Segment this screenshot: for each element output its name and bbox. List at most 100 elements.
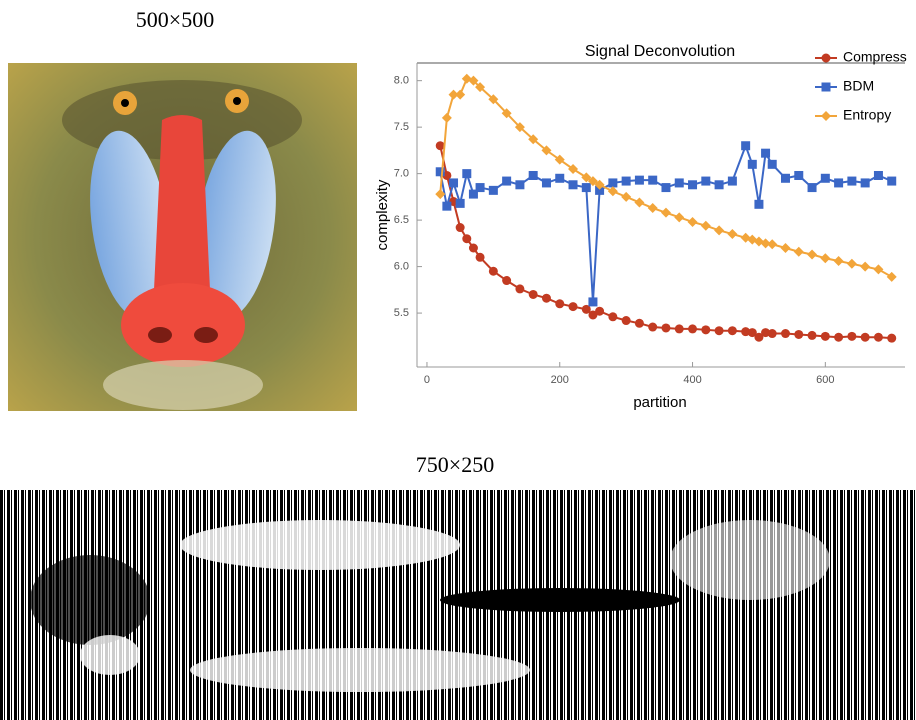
point — [873, 170, 883, 180]
legend-label: Compress — [843, 49, 907, 65]
y-tick-label: 7.5 — [394, 121, 409, 133]
point — [568, 180, 578, 190]
point — [621, 191, 632, 202]
point — [541, 178, 551, 188]
point — [807, 249, 818, 260]
chart-title: Signal Deconvolution — [585, 43, 735, 60]
point — [727, 326, 737, 336]
point — [648, 322, 658, 332]
point — [741, 327, 751, 337]
binary-image — [0, 490, 916, 720]
point — [448, 89, 459, 100]
point — [747, 159, 757, 169]
point — [860, 332, 870, 342]
point — [594, 179, 605, 190]
point — [648, 175, 658, 185]
point — [714, 225, 725, 236]
point — [761, 328, 771, 338]
point — [860, 178, 870, 188]
point — [554, 154, 565, 165]
legend-label: BDM — [843, 78, 874, 94]
point — [468, 243, 478, 253]
point — [847, 331, 857, 341]
point — [794, 170, 804, 180]
chart: Signal Deconvolution complexity partitio… — [374, 43, 907, 411]
point — [793, 246, 804, 257]
point — [608, 178, 618, 188]
point — [834, 332, 844, 342]
point — [767, 159, 777, 169]
point — [581, 183, 591, 193]
x-tick-label: 200 — [551, 374, 569, 386]
y-tick-label: 8.0 — [394, 75, 409, 87]
point — [846, 258, 857, 269]
point — [887, 176, 897, 186]
point — [435, 141, 445, 151]
point — [455, 89, 466, 100]
point — [607, 186, 618, 197]
y-tick-label: 6.0 — [394, 261, 409, 273]
point — [587, 176, 598, 187]
point — [595, 185, 605, 195]
point — [634, 318, 644, 328]
x-axis-label: partition — [633, 394, 686, 411]
point — [488, 266, 498, 276]
point — [714, 326, 724, 336]
point — [541, 293, 551, 303]
point — [767, 329, 777, 339]
point — [807, 183, 817, 193]
point — [568, 163, 579, 174]
point — [588, 297, 598, 307]
point — [688, 180, 698, 190]
point — [581, 304, 591, 314]
point — [760, 238, 771, 249]
point — [674, 324, 684, 334]
point — [674, 178, 684, 188]
point — [488, 185, 498, 195]
point — [528, 289, 538, 299]
point — [741, 141, 751, 151]
point — [555, 173, 565, 183]
point — [860, 261, 871, 272]
point — [501, 108, 512, 119]
image-caption: 500×500 — [136, 7, 214, 32]
point — [833, 256, 844, 267]
y-tick-label: 6.5 — [394, 214, 409, 226]
x-tick-label: 600 — [816, 374, 834, 386]
point — [442, 201, 452, 211]
point — [761, 148, 771, 158]
point — [634, 175, 644, 185]
point — [514, 122, 525, 133]
y-tick-label: 7.0 — [394, 168, 409, 180]
point — [581, 172, 592, 183]
point — [820, 331, 830, 341]
point — [475, 183, 485, 193]
point — [887, 333, 897, 343]
point — [873, 264, 884, 275]
baboon-photo — [8, 63, 357, 411]
point — [515, 284, 525, 294]
point — [780, 173, 790, 183]
point — [528, 134, 539, 145]
point — [449, 178, 459, 188]
point — [714, 180, 724, 190]
point — [455, 198, 465, 208]
image-caption: 750×250 — [416, 452, 494, 477]
point — [727, 229, 738, 240]
point — [621, 316, 631, 326]
y-tick-label: 5.5 — [394, 307, 409, 319]
point — [661, 323, 671, 333]
point — [660, 207, 671, 218]
point — [608, 312, 618, 322]
point — [588, 310, 598, 320]
point — [462, 234, 472, 244]
point — [767, 239, 778, 250]
point — [700, 220, 711, 231]
point — [475, 252, 485, 262]
point — [455, 223, 465, 233]
point — [820, 173, 830, 183]
point — [502, 276, 512, 286]
point — [780, 329, 790, 339]
point — [834, 178, 844, 188]
